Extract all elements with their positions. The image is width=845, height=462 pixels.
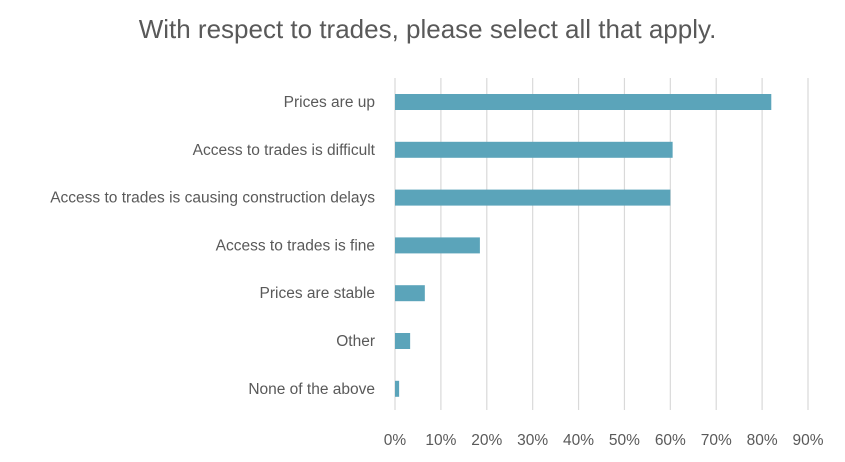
category-label: Access to trades is fine [216,237,375,254]
x-tick-label: 70% [701,432,732,449]
bar [395,141,673,158]
bar [395,237,480,254]
x-tick-label: 0% [384,432,407,449]
x-tick-label: 30% [517,432,548,449]
bars [395,94,772,397]
category-labels: Prices are up Access to trades is difficu… [50,94,375,398]
bar [395,285,425,302]
x-tick-label: 80% [747,432,778,449]
category-label: Access to trades is causing construction… [50,190,375,207]
bar [395,94,772,110]
category-label: None of the above [248,381,375,398]
x-tick-label: 40% [563,432,594,449]
category-label: Prices are up [284,94,375,111]
x-tick-label: 60% [655,432,686,449]
bar [395,333,411,349]
chart-title: With respect to trades, please select al… [138,14,717,44]
category-label: Access to trades is difficult [193,142,376,159]
category-label: Other [336,333,375,350]
x-tick-label: 50% [609,432,640,449]
x-tick-label: 10% [425,432,456,449]
bar [395,380,400,397]
x-tick-labels: 0% 10% 20% 30% 40% 50% 60% 70% 80% 90% [384,432,824,449]
x-tick-label: 90% [792,432,823,449]
bar [395,189,671,206]
x-tick-label: 20% [471,432,502,449]
category-label: Prices are stable [260,285,375,302]
